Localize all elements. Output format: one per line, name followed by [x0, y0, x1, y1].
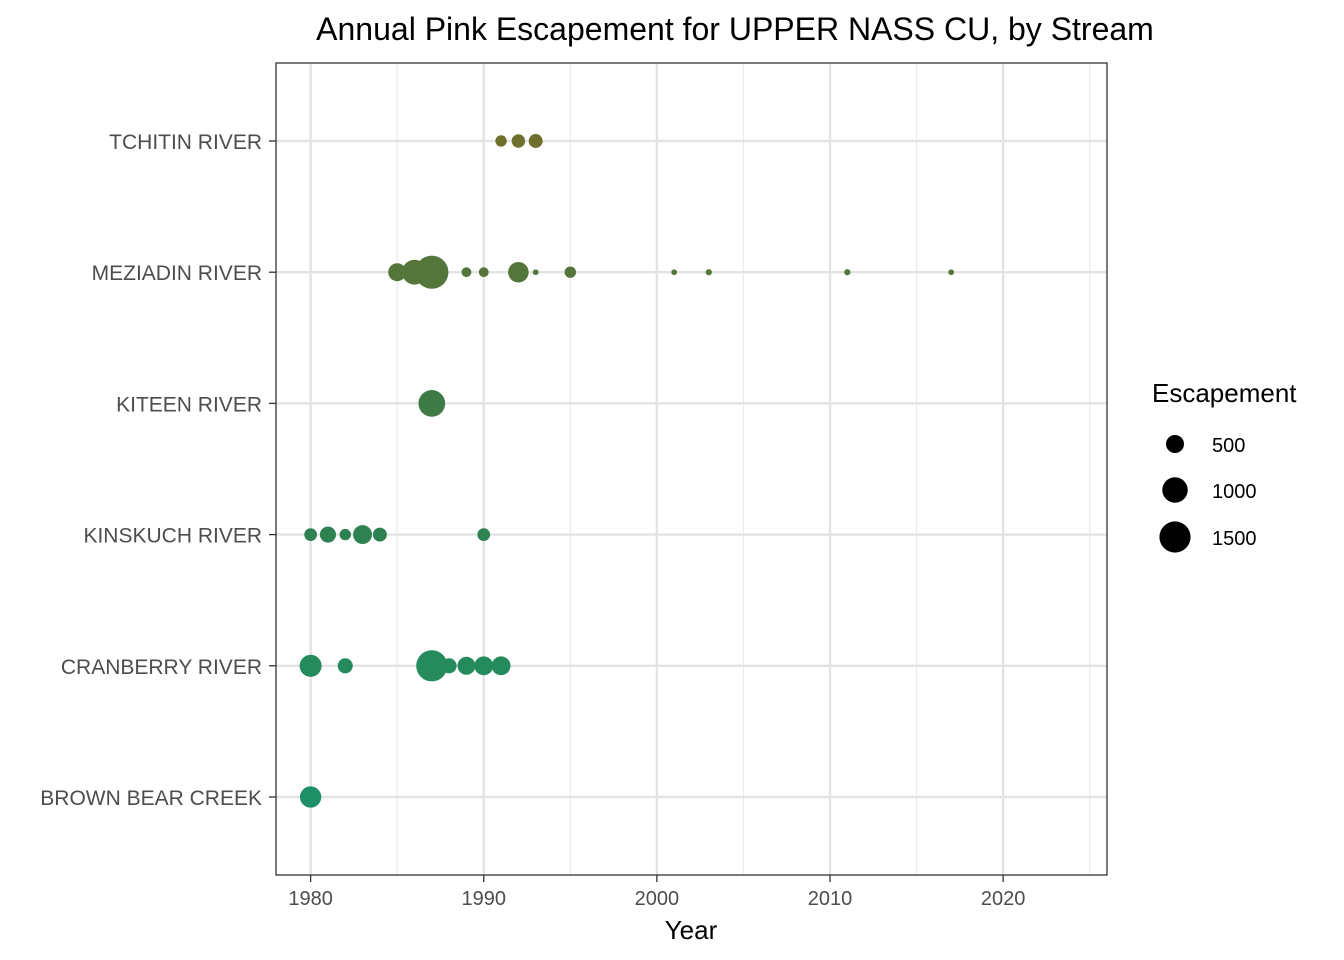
y-tick-label: CRANBERRY RIVER [61, 656, 262, 679]
x-axis-title: Year [665, 915, 718, 945]
x-tick-label: 2010 [808, 888, 853, 910]
data-point [477, 528, 491, 541]
size-legend: Escapement 500 1000 1500 [1152, 378, 1297, 553]
data-point [948, 269, 955, 276]
data-point [337, 658, 353, 674]
data-point [418, 390, 446, 417]
legend-key [1162, 477, 1188, 503]
data-point [474, 656, 494, 676]
data-point [299, 654, 322, 677]
y-axis: BROWN BEAR CREEK CRANBERRY RIVER KINSKUCH … [40, 131, 276, 810]
data-points [299, 134, 955, 808]
data-point [844, 269, 851, 276]
data-point [388, 263, 407, 282]
data-point [491, 656, 511, 676]
data-point [372, 527, 387, 542]
legend-key [1159, 521, 1191, 553]
data-point [441, 658, 457, 674]
data-point [508, 261, 529, 283]
chart-title: Annual Pink Escapement for UPPER NASS CU… [316, 11, 1154, 47]
data-point [353, 525, 373, 545]
data-point [478, 267, 489, 278]
x-axis: 1980 1990 2000 2010 2020 [288, 875, 1025, 910]
data-point [532, 269, 539, 276]
x-tick-label: 2020 [981, 888, 1026, 910]
legend-key [1166, 435, 1184, 453]
data-point [671, 269, 678, 276]
data-point [304, 528, 317, 541]
y-tick-label: BROWN BEAR CREEK [40, 787, 262, 810]
y-tick-label: MEZIADIN RIVER [92, 262, 262, 285]
data-point [564, 266, 577, 278]
legend-title: Escapement [1152, 378, 1297, 408]
legend-label: 500 [1212, 435, 1245, 457]
data-point [461, 267, 472, 278]
y-tick-label: TCHITIN RIVER [109, 131, 262, 154]
data-point [415, 255, 449, 289]
x-tick-label: 2000 [635, 888, 680, 910]
x-tick-label: 1990 [462, 888, 507, 910]
plot-panel [276, 63, 1107, 875]
legend-label: 1500 [1212, 528, 1257, 550]
x-tick-label: 1980 [288, 888, 333, 910]
data-point [299, 786, 322, 808]
data-point [495, 135, 507, 147]
y-tick-label: KITEEN RIVER [116, 393, 262, 416]
data-point [319, 526, 336, 543]
legend-label: 1000 [1212, 481, 1257, 503]
data-point [339, 528, 351, 541]
data-point [416, 650, 448, 682]
data-point [528, 134, 543, 148]
major-gridlines [276, 63, 1107, 875]
data-point [511, 134, 526, 148]
minor-gridlines [396, 63, 1091, 875]
plot-border [275, 62, 1108, 876]
data-point [457, 656, 476, 675]
data-point [705, 269, 712, 276]
y-tick-label: KINSKUCH RIVER [83, 525, 262, 548]
